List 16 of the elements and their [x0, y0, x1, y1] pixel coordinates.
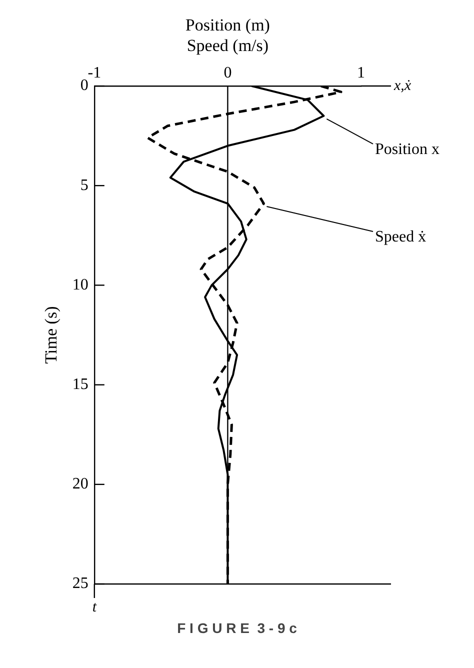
text: t: [92, 599, 98, 616]
y-tick-label: 0: [80, 77, 88, 94]
x-axis-title: Position (m) Speed (m/s): [185, 16, 270, 56]
x-tick-label: 0: [224, 64, 232, 82]
y-tick-label: 15: [72, 376, 88, 394]
y-tick-label: 10: [72, 276, 88, 294]
y-tick-label: 5: [80, 176, 88, 194]
x-tick-label: 1: [357, 64, 365, 82]
y-tick-label: 20: [72, 476, 88, 493]
text: Position x: [375, 141, 440, 158]
x-tick-label: -1: [88, 64, 102, 82]
y-tick-label: 25: [72, 575, 88, 592]
text: x,ẋ: [393, 78, 412, 94]
text: Speed ẋ: [375, 228, 426, 246]
text: F I G U R E 3 - 9 c: [176, 620, 298, 636]
y-axis-title: Time (s): [42, 306, 61, 364]
